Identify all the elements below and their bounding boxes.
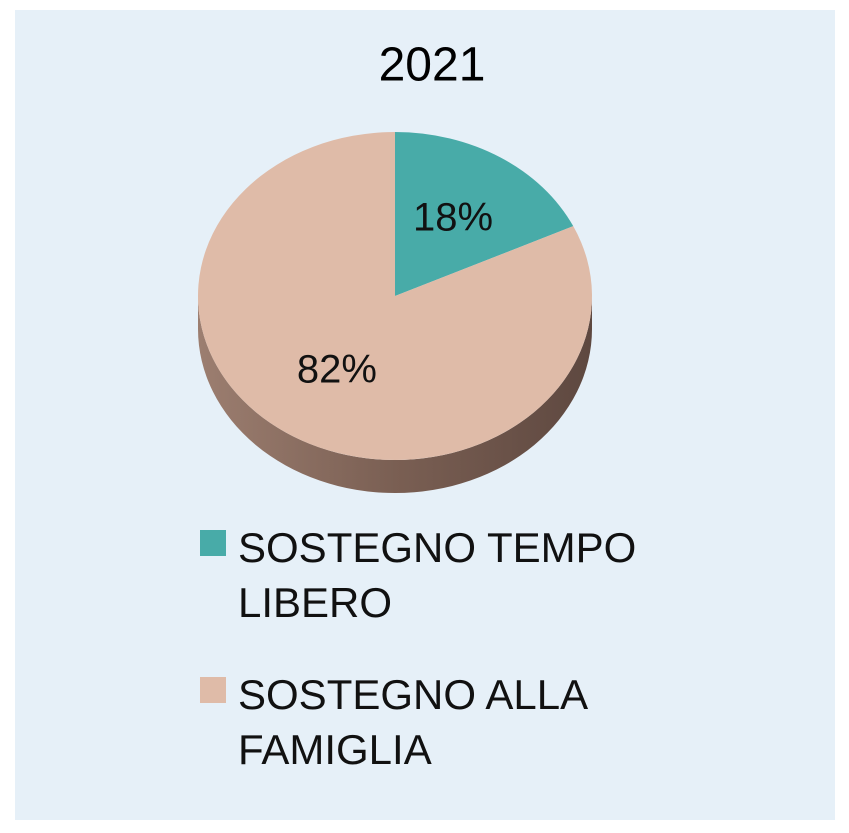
pie-slice: [197, 132, 592, 460]
legend-swatch: [200, 677, 226, 703]
legend-label: SOSTEGNO TEMPO LIBERO: [238, 524, 637, 626]
pie-side: [198, 296, 592, 493]
legend-swatch: [200, 530, 226, 556]
legend-label: SOSTEGNO ALLA FAMIGLIA: [238, 671, 586, 773]
data-label: 82%: [297, 348, 377, 392]
data-label: 18%: [413, 195, 493, 239]
pie-slice: [395, 132, 574, 296]
chart-title: 2021: [379, 39, 486, 92]
